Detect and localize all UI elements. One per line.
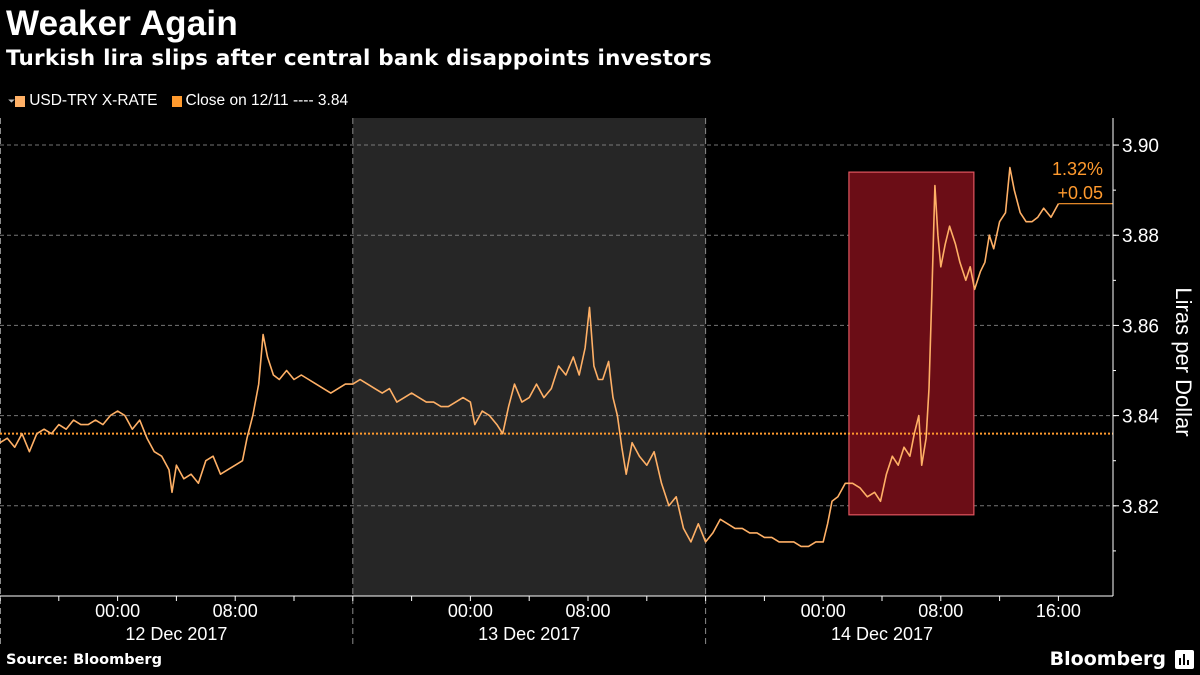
x-tick-label: 08:00 (213, 601, 258, 621)
legend-label-series: USD-TRY X-RATE (29, 92, 158, 109)
pin-icon: ⏷ (8, 95, 16, 106)
day-label: 12 Dec 2017 (125, 624, 227, 644)
legend-swatch-series (15, 95, 26, 107)
annotation-pct: 1.32% (1052, 159, 1103, 179)
y-tick-label: 3.86 (1122, 316, 1159, 337)
brand-logo: Bloomberg (1049, 648, 1166, 670)
day-label: 14 Dec 2017 (831, 624, 933, 644)
y-axis-label: Liras per Dollar (1171, 287, 1196, 436)
x-tick-label: 08:00 (918, 601, 963, 621)
x-tick-label: 16:00 (1036, 601, 1081, 621)
legend-label-close: Close on 12/11 ---- 3.84 (185, 92, 349, 109)
x-tick-label: 08:00 (565, 601, 610, 621)
x-tick-label: 00:00 (95, 601, 140, 621)
y-tick-label: 3.88 (1122, 226, 1159, 247)
legend: ⏷ USD-TRY X-RATE Close on 12/11 ---- 3.8… (8, 92, 362, 110)
annotation-change: +0.05 (1057, 183, 1103, 203)
x-tick-label: 00:00 (801, 601, 846, 621)
legend-swatch-close (171, 95, 182, 107)
chart-title: Weaker Again (6, 4, 238, 43)
legend-item-close: Close on 12/11 ---- 3.84 (171, 92, 349, 110)
y-tick-label: 3.84 (1122, 407, 1159, 428)
series-line-usd-try (0, 166, 1060, 548)
legend-item-series: ⏷ USD-TRY X-RATE (8, 92, 158, 110)
x-tick-label: 00:00 (448, 601, 493, 621)
chart-subtitle: Turkish lira slips after central bank di… (6, 46, 712, 71)
shaded-day-band (352, 118, 706, 596)
day-label: 13 Dec 2017 (478, 624, 580, 644)
y-tick-label: 3.90 (1122, 136, 1159, 157)
highlight-box (848, 171, 975, 516)
bloomberg-terminal-icon (1175, 650, 1194, 669)
y-tick-label: 3.82 (1122, 497, 1159, 518)
source-note: Source: Bloomberg (6, 652, 162, 668)
